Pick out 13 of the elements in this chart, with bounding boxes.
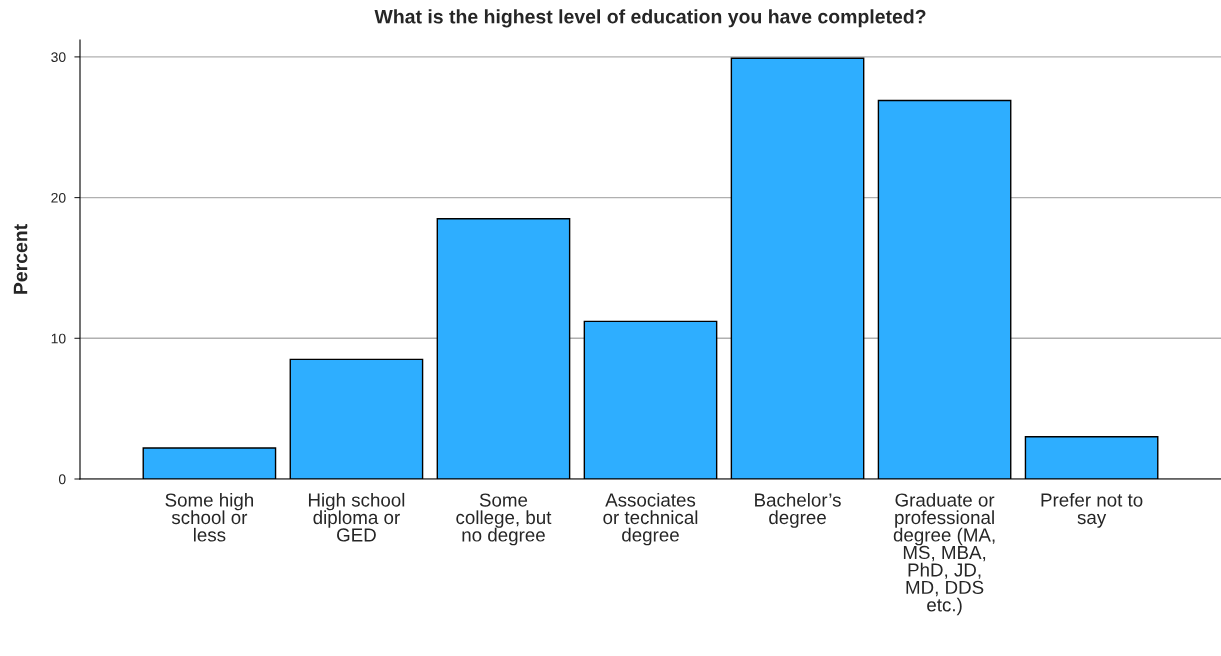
x-tick-label: Some college, but no degree: [456, 493, 552, 546]
x-tick-label: Associates or technical degree: [603, 492, 698, 546]
x-tick-label: Prefer not to say: [1041, 492, 1143, 528]
chart-title: What is the highest level of education you have completed?: [374, 9, 926, 28]
y-tick-label: 0: [58, 474, 66, 485]
y-tick-label: 30: [51, 52, 66, 63]
y-tick-label: 10: [51, 333, 66, 344]
x-tick-label: Bachelor’s degree: [755, 492, 841, 528]
x-tick-label: Graduate or professional degree (MA, MS, MBA, PhD, JD, MD, DDS etc.): [893, 492, 995, 616]
x-tick-label: High school diploma or GED: [308, 492, 405, 542]
x-tick-label: Some high school or less: [165, 492, 253, 542]
y-axis-title: Percent: [13, 224, 28, 294]
y-tick-label: 20: [51, 192, 66, 203]
